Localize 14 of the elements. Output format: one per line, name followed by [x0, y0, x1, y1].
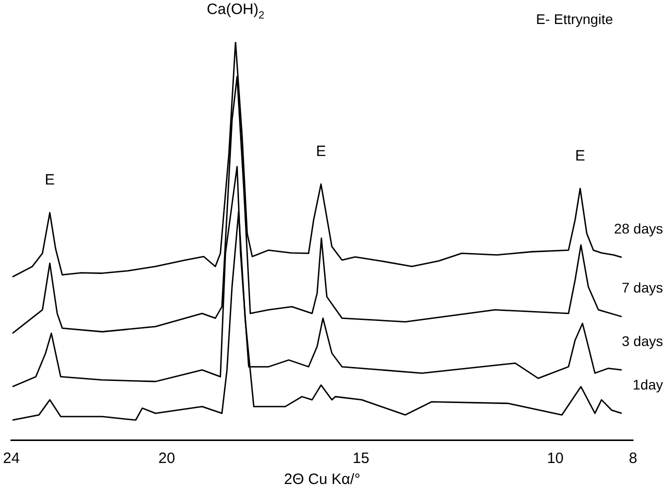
x-axis-title: 2Θ Cu Kα/° [284, 471, 360, 488]
series-label: 3 days [622, 332, 663, 349]
x-tick-label: 15 [352, 450, 370, 468]
x-tick-label: 20 [158, 450, 176, 468]
text: E- Ettryngite [536, 11, 614, 27]
series-label: 28 days [614, 220, 664, 236]
x-tick-label: 10 [546, 450, 564, 468]
annotation: E [575, 147, 586, 164]
series-label: 7 days [622, 280, 663, 296]
x-tick-label: 8 [628, 450, 638, 468]
annotation: E [316, 143, 326, 160]
series-label: 1day [632, 376, 663, 392]
annotation: E [44, 172, 55, 189]
x-tick-label: 24 [3, 450, 20, 468]
